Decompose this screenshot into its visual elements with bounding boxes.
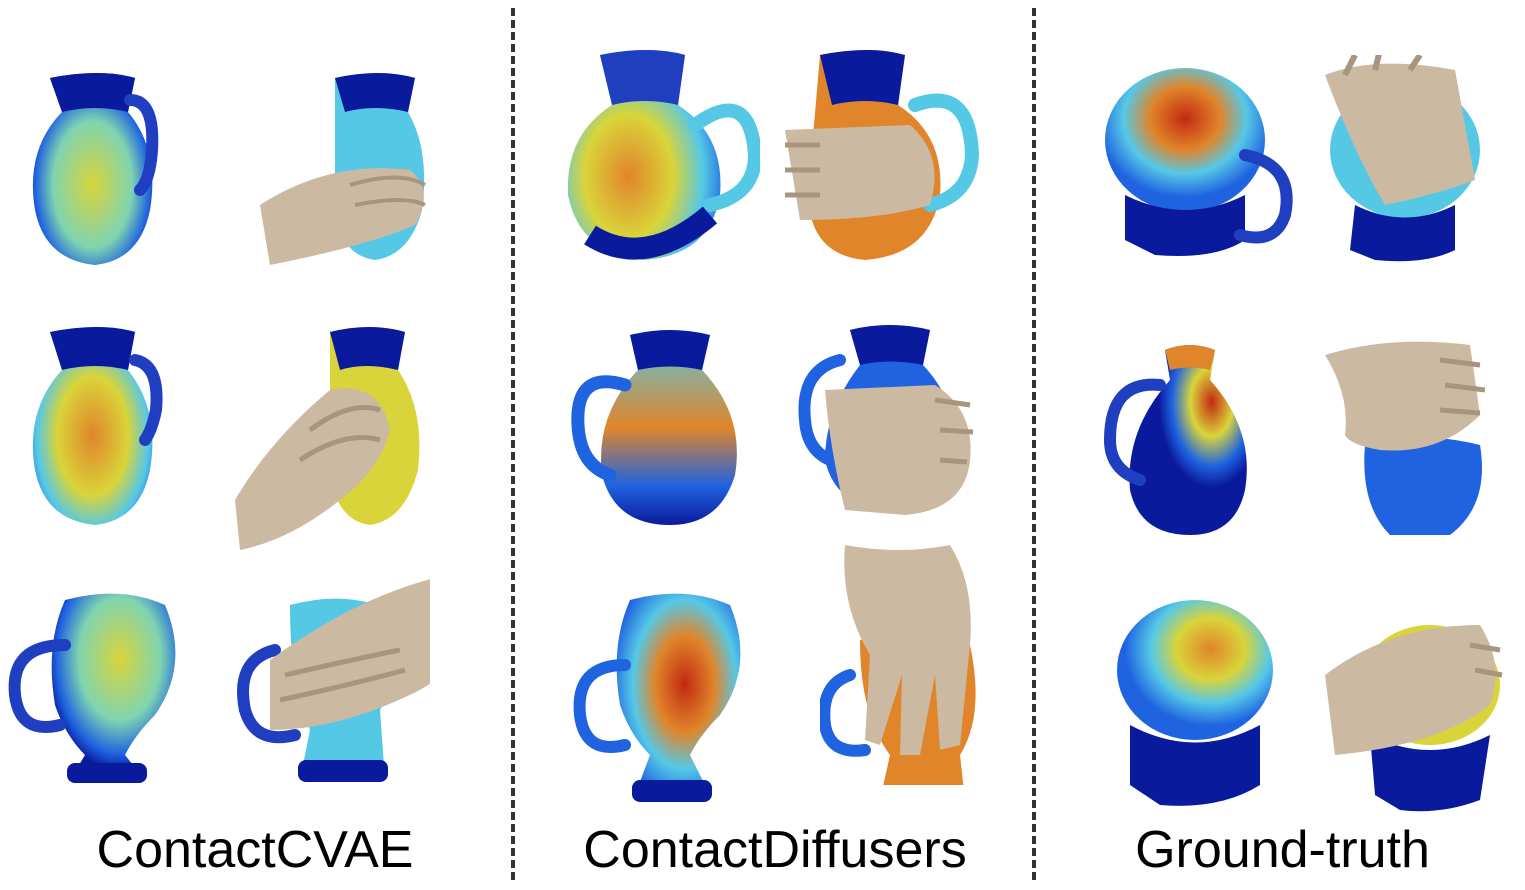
contact-map-vase-2 (1095, 340, 1295, 580)
contact-map-vase-3 (5, 585, 205, 825)
hand-grasp-vase-2 (230, 320, 430, 560)
column-divider-left (511, 8, 515, 880)
hand-grasp-vase-1 (1315, 55, 1515, 295)
contact-map-vase-1 (10, 60, 210, 300)
hand-grasp-vase-1 (240, 60, 440, 300)
panel-contactcvae: ContactCVAE (0, 0, 510, 890)
contact-map-vase-2 (570, 325, 770, 565)
column-caption: ContactDiffusers (583, 821, 967, 879)
contact-map-vase-3 (1100, 600, 1300, 840)
hand-grasp-vase-1 (780, 45, 980, 285)
column-divider-right (1032, 8, 1036, 880)
contact-map-vase-1 (1095, 65, 1295, 305)
panel-ground-truth: Ground-truth (1040, 0, 1525, 890)
hand-grasp-vase-3 (230, 560, 430, 800)
contact-map-vase-3 (570, 585, 770, 825)
contact-map-vase-1 (560, 45, 760, 285)
hand-grasp-vase-3 (1320, 605, 1520, 845)
contact-map-vase-2 (10, 320, 210, 560)
hand-grasp-vase-2 (1320, 335, 1520, 575)
column-caption: Ground-truth (1135, 821, 1430, 879)
hand-grasp-vase-2 (795, 320, 995, 560)
panel-contactdiffusers: ContactDiffusers (520, 0, 1030, 890)
hand-grasp-vase-3 (820, 545, 1020, 785)
column-caption: ContactCVAE (96, 821, 414, 879)
